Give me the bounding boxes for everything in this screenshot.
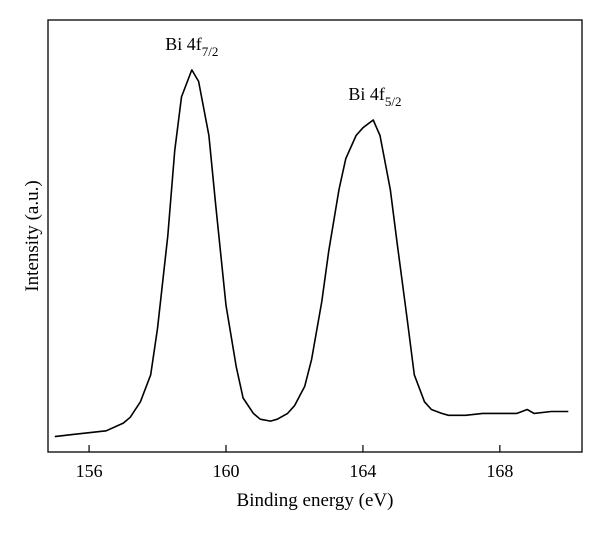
peak-annotation: Bi 4f7/2 — [165, 34, 218, 59]
peak-annotations: Bi 4f7/2Bi 4f5/2 — [165, 34, 401, 109]
x-axis-ticks — [88, 445, 501, 452]
plot-frame — [47, 19, 583, 453]
peak-annotation-subscript: 5/2 — [385, 94, 402, 109]
y-axis-label: Intensity (a.u.) — [22, 180, 43, 291]
peak-annotation: Bi 4f5/2 — [348, 84, 401, 109]
peak-annotation-base: Bi 4f — [165, 34, 202, 54]
x-tick-label: 156 — [76, 461, 103, 481]
x-tick-label: 164 — [349, 461, 376, 481]
x-axis-tick-labels: 156 160 164 168 — [76, 461, 514, 481]
peak-annotation-subscript: 7/2 — [202, 44, 219, 59]
x-tick-label: 160 — [213, 461, 240, 481]
x-axis-label: Binding energy (eV) — [237, 490, 394, 511]
series-line — [54, 69, 569, 438]
x-tick-label: 168 — [486, 461, 513, 481]
peak-annotation-base: Bi 4f — [348, 84, 385, 104]
